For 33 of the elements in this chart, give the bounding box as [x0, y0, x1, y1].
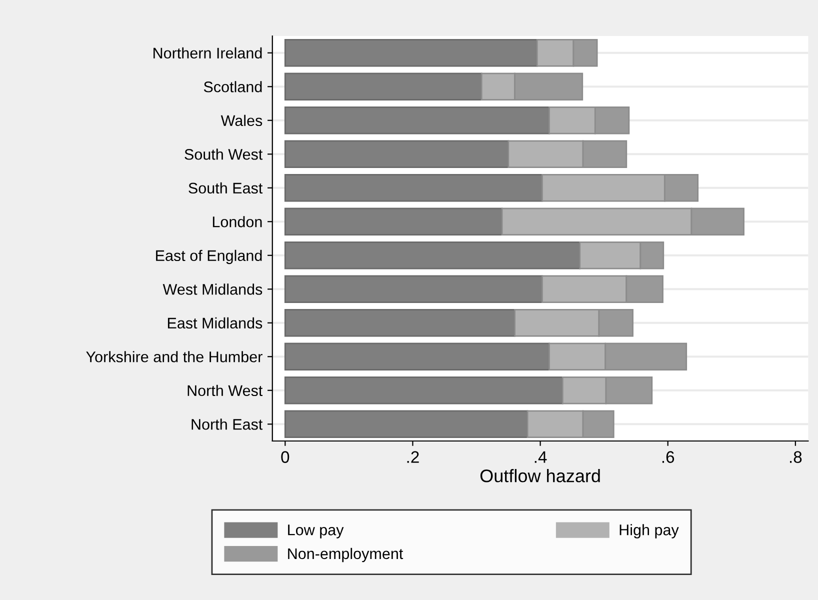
bar [284, 342, 550, 370]
x-tick-label: .2 [407, 451, 419, 463]
bar [284, 72, 482, 100]
y-tick-label: Northern Ireland [154, 47, 262, 59]
y-tick-label: South East [188, 182, 263, 194]
legend-label: Low pay [288, 524, 344, 538]
bar [284, 140, 510, 168]
legend-label: Non-employment [288, 548, 404, 562]
bar [284, 242, 581, 270]
y-tick-label: London [212, 216, 262, 228]
bar [284, 275, 543, 303]
legend-label: High pay [620, 524, 679, 538]
x-tick-label: .4 [534, 451, 547, 463]
bar [284, 174, 543, 202]
bar [284, 410, 528, 438]
bar [284, 39, 538, 67]
x-tick-label: .6 [662, 451, 674, 463]
y-tick-label: North West [188, 384, 263, 396]
x-axis-title: Outflow hazard [480, 469, 600, 482]
y-tick-label: West Midlands [162, 284, 262, 295]
y-tick-label: East Midlands [168, 317, 262, 329]
y-tick-label: South West [184, 148, 263, 160]
bar [284, 106, 550, 134]
y-tick-label: Scotland [204, 81, 262, 92]
y-tick-label: East of England [156, 250, 262, 264]
x-tick-label: .8 [790, 451, 802, 463]
y-tick-label: Wales [220, 114, 262, 126]
x-tick-label: 0 [281, 451, 290, 463]
bar [284, 309, 516, 337]
bar [284, 376, 564, 404]
y-tick-label: Yorkshire and the Humber [86, 351, 262, 362]
y-tick-label: North East [192, 418, 263, 430]
bar [284, 208, 503, 236]
